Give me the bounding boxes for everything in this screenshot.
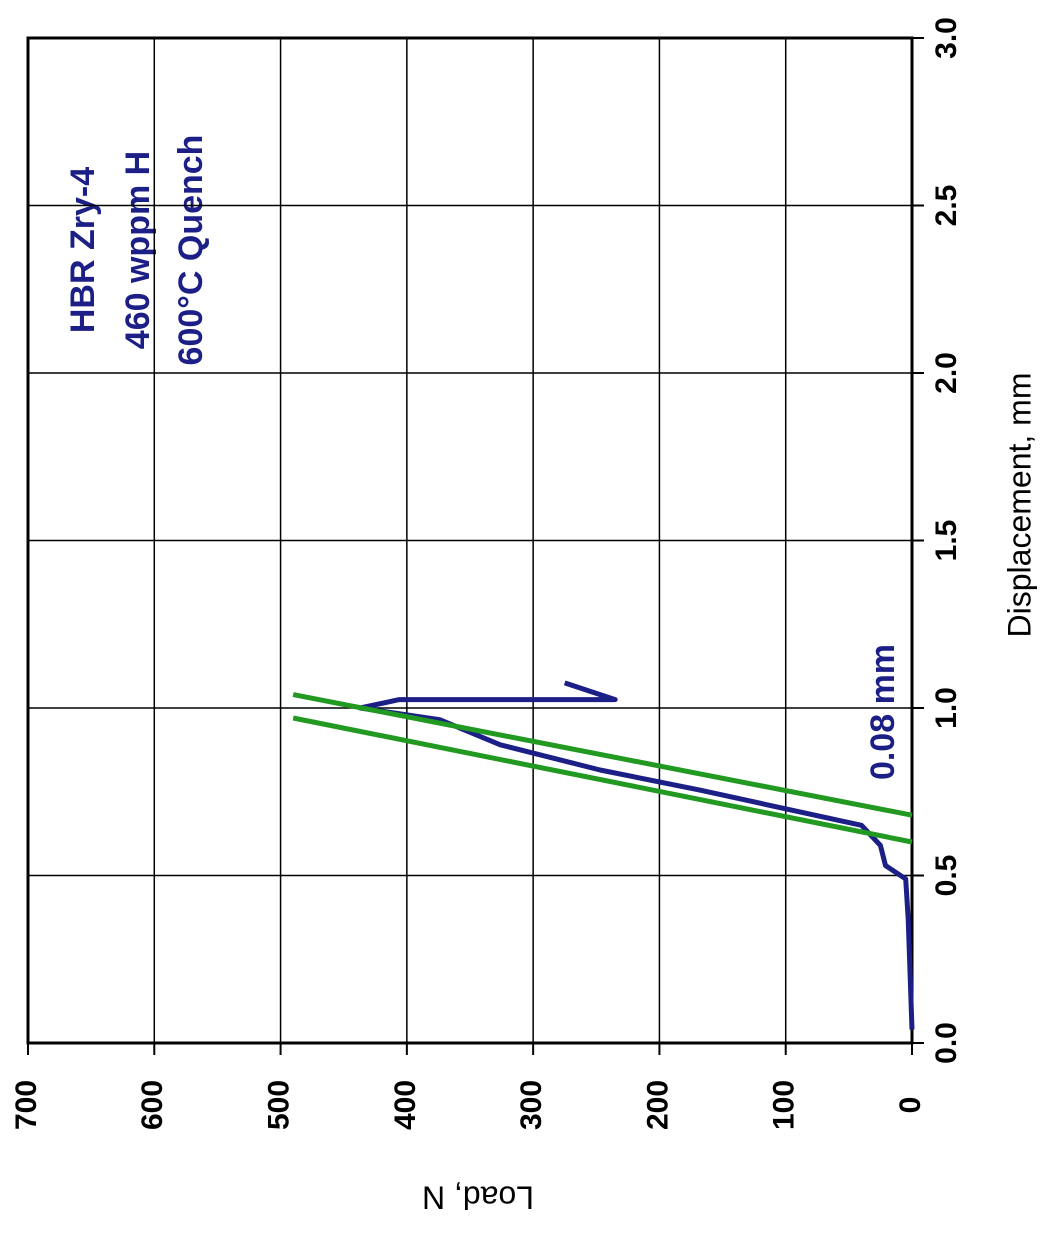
y-tick-label: 200: [641, 1080, 674, 1130]
x-tick-label: 2.0: [930, 352, 963, 394]
data-line: [292, 692, 913, 818]
y-tick-label: 100: [768, 1080, 801, 1130]
y-tick-label: 500: [262, 1080, 295, 1130]
annotation: 460 wppm H: [119, 151, 157, 349]
x-tick-label: 2.5: [930, 185, 963, 227]
x-tick-label: 1.0: [930, 687, 963, 729]
x-tick-label: 3.0: [930, 17, 963, 59]
x-tick-label: 0.5: [930, 855, 963, 897]
x-tick-label: 1.5: [930, 520, 963, 562]
y-tick-label: 700: [10, 1080, 43, 1130]
annotation: HBR Zry-4: [64, 167, 102, 333]
data-line: [292, 715, 913, 845]
annotation: 600°C Quench: [172, 135, 210, 366]
y-tick-label: 0: [894, 1097, 927, 1114]
y-tick-label: 600: [136, 1080, 169, 1130]
data-line: [357, 680, 915, 1030]
annotations: HBR Zry-4 460 wppm H 600°C Quench 0.08 m…: [64, 135, 902, 781]
y-tick-label: 300: [515, 1080, 548, 1130]
annotation: 0.08 mm: [864, 644, 902, 780]
x-tick-label: 0.0: [930, 1022, 963, 1064]
x-axis-title: Displacement, mm: [1001, 373, 1037, 638]
y-axis-title: Load, N: [422, 1180, 534, 1216]
y-tick-label: 400: [389, 1080, 422, 1130]
